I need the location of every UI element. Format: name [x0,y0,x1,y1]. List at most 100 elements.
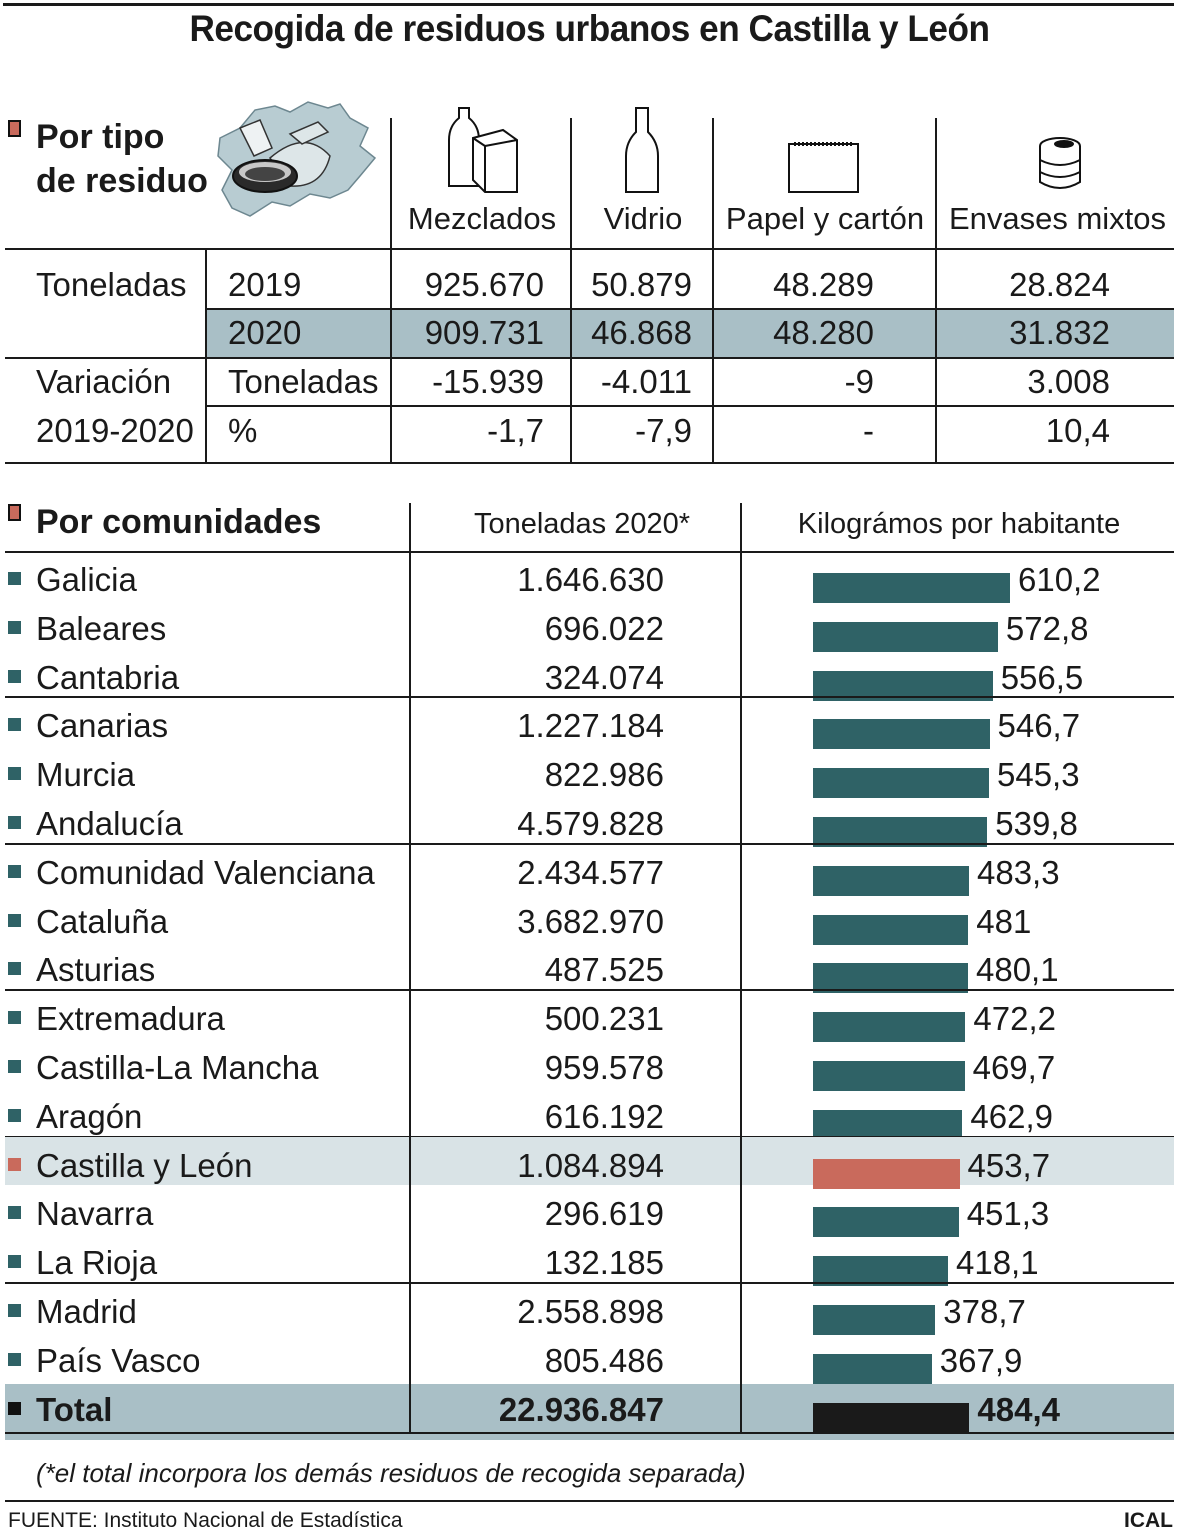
divider [712,248,714,463]
community-toneladas: 2.558.898 [517,1293,664,1330]
col-header-envases: Envases mixtos [948,201,1167,236]
bar-kg-per-capita [813,621,998,652]
community-name: Castilla y León [36,1146,253,1184]
footnote: (*el total incorpora los demás residuos … [36,1458,746,1488]
var-tons-mezclados: -15.939 [432,363,544,400]
section-marker [8,504,21,521]
divider [740,503,742,551]
row-marker [8,669,21,683]
bar-value-label: 418,1 [956,1244,1039,1282]
bar-kg-per-capita [813,1158,960,1189]
divider [409,503,411,551]
var-pct-vidrio: -7,9 [635,412,692,449]
col-header-kg-habitante: Kilográmos por habitante [797,508,1121,540]
glass-bottle-icon [625,107,659,193]
community-name: País Vasco [36,1341,201,1379]
var-unit-toneladas: Toneladas [228,363,379,400]
ical-logo: ICAL [1124,1509,1173,1532]
top-rule [3,3,1174,6]
community-toneladas: 616.192 [544,1097,664,1135]
community-toneladas: 296.619 [544,1195,664,1233]
row-marker [8,864,21,878]
value-2019-papel: 48.289 [773,266,874,303]
var-pct-papel: - [863,412,874,449]
community-name: Baleares [36,609,167,647]
row-marker [8,913,21,927]
toneladas-label: Toneladas [36,266,187,303]
bar-value-label: 378,7 [943,1293,1026,1330]
bar-value-label: 453,7 [967,1146,1051,1184]
group-rule [5,989,1174,992]
chart-title: Recogida de residuos urbanos en Castilla… [189,8,990,49]
bar-kg-per-capita [813,963,968,994]
variacion-years: 2019-2020 [36,412,194,449]
divider [740,551,742,1433]
divider [712,118,714,250]
row-marker [8,620,21,634]
bar-value-label: 556,5 [1000,658,1084,696]
bar-kg-per-capita [813,1207,959,1238]
bar-kg-per-capita [813,1109,963,1140]
bar-value-label: 484,4 [977,1390,1060,1428]
group-rule [5,1282,1174,1284]
value-2020-vidrio: 46.868 [591,314,692,351]
community-toneladas: 2.434.577 [517,853,664,891]
bar-kg-per-capita [813,865,969,896]
community-name: Extremadura [36,1000,225,1038]
bar-value-label: 483,3 [977,853,1060,891]
bar-kg-per-capita [813,1402,970,1433]
variacion-label: Variación [36,363,172,400]
bar-kg-per-capita [813,1012,966,1043]
bar-value-label: 572,8 [1005,609,1089,647]
bar-kg-per-capita [813,914,969,945]
bar-value-label: 539,8 [995,805,1078,842]
table-rule [5,462,1174,464]
row-marker [8,1255,21,1269]
bar-value-label: 367,9 [939,1341,1023,1379]
value-2020-mezclados: 909.731 [424,314,544,351]
bar-value-label: 481 [976,902,1032,940]
community-name: Murcia [36,756,136,794]
bar-kg-per-capita [813,670,993,701]
value-2019-mezclados: 925.670 [424,266,544,303]
community-toneladas: 3.682.970 [517,902,664,940]
table-rule [206,405,1174,407]
group-rule [5,842,1174,845]
castilla-leon-map-icon [217,101,377,217]
bar-value-label: 546,7 [997,707,1081,745]
row-marker [8,1011,21,1025]
bar-kg-per-capita [813,1061,965,1091]
var-tons-papel: -9 [844,363,874,400]
group-rule [5,696,1174,699]
var-tons-envases: 3.008 [1027,363,1110,400]
highlight-band [5,1136,1174,1186]
bar-kg-per-capita [813,719,990,750]
can-icon [1039,137,1081,189]
section1-heading-2: de residuo [36,162,208,200]
community-name: Castilla-La Mancha [36,1049,319,1086]
var-pct-mezclados: -1,7 [487,412,544,449]
bar-kg-per-capita [813,573,1010,603]
row-marker [8,572,21,585]
community-toneladas: 959.578 [544,1049,664,1086]
bar-value-label: 472,2 [973,1000,1056,1038]
bar-kg-per-capita [813,1256,948,1287]
community-name: Comunidad Valenciana [36,853,375,891]
row-marker [8,767,21,781]
total-band [5,1383,1174,1440]
community-toneladas: 822.986 [544,756,664,794]
row-marker [8,1401,21,1415]
section-marker [8,120,21,137]
divider [390,248,392,463]
paper-pad-icon [788,142,859,193]
community-name: Aragón [36,1097,143,1135]
divider [935,248,937,463]
col-header-mezclados: Mezclados [407,201,557,236]
community-toneladas: 1.646.630 [517,561,664,598]
value-2019-envases: 28.824 [1009,266,1110,303]
year-2020: 2020 [228,314,302,351]
col-header-toneladas-2020: Toneladas 2020* [473,508,691,540]
community-toneladas: 487.525 [544,951,664,989]
value-2020-papel: 48.280 [773,314,874,351]
table-rule [5,357,1174,359]
